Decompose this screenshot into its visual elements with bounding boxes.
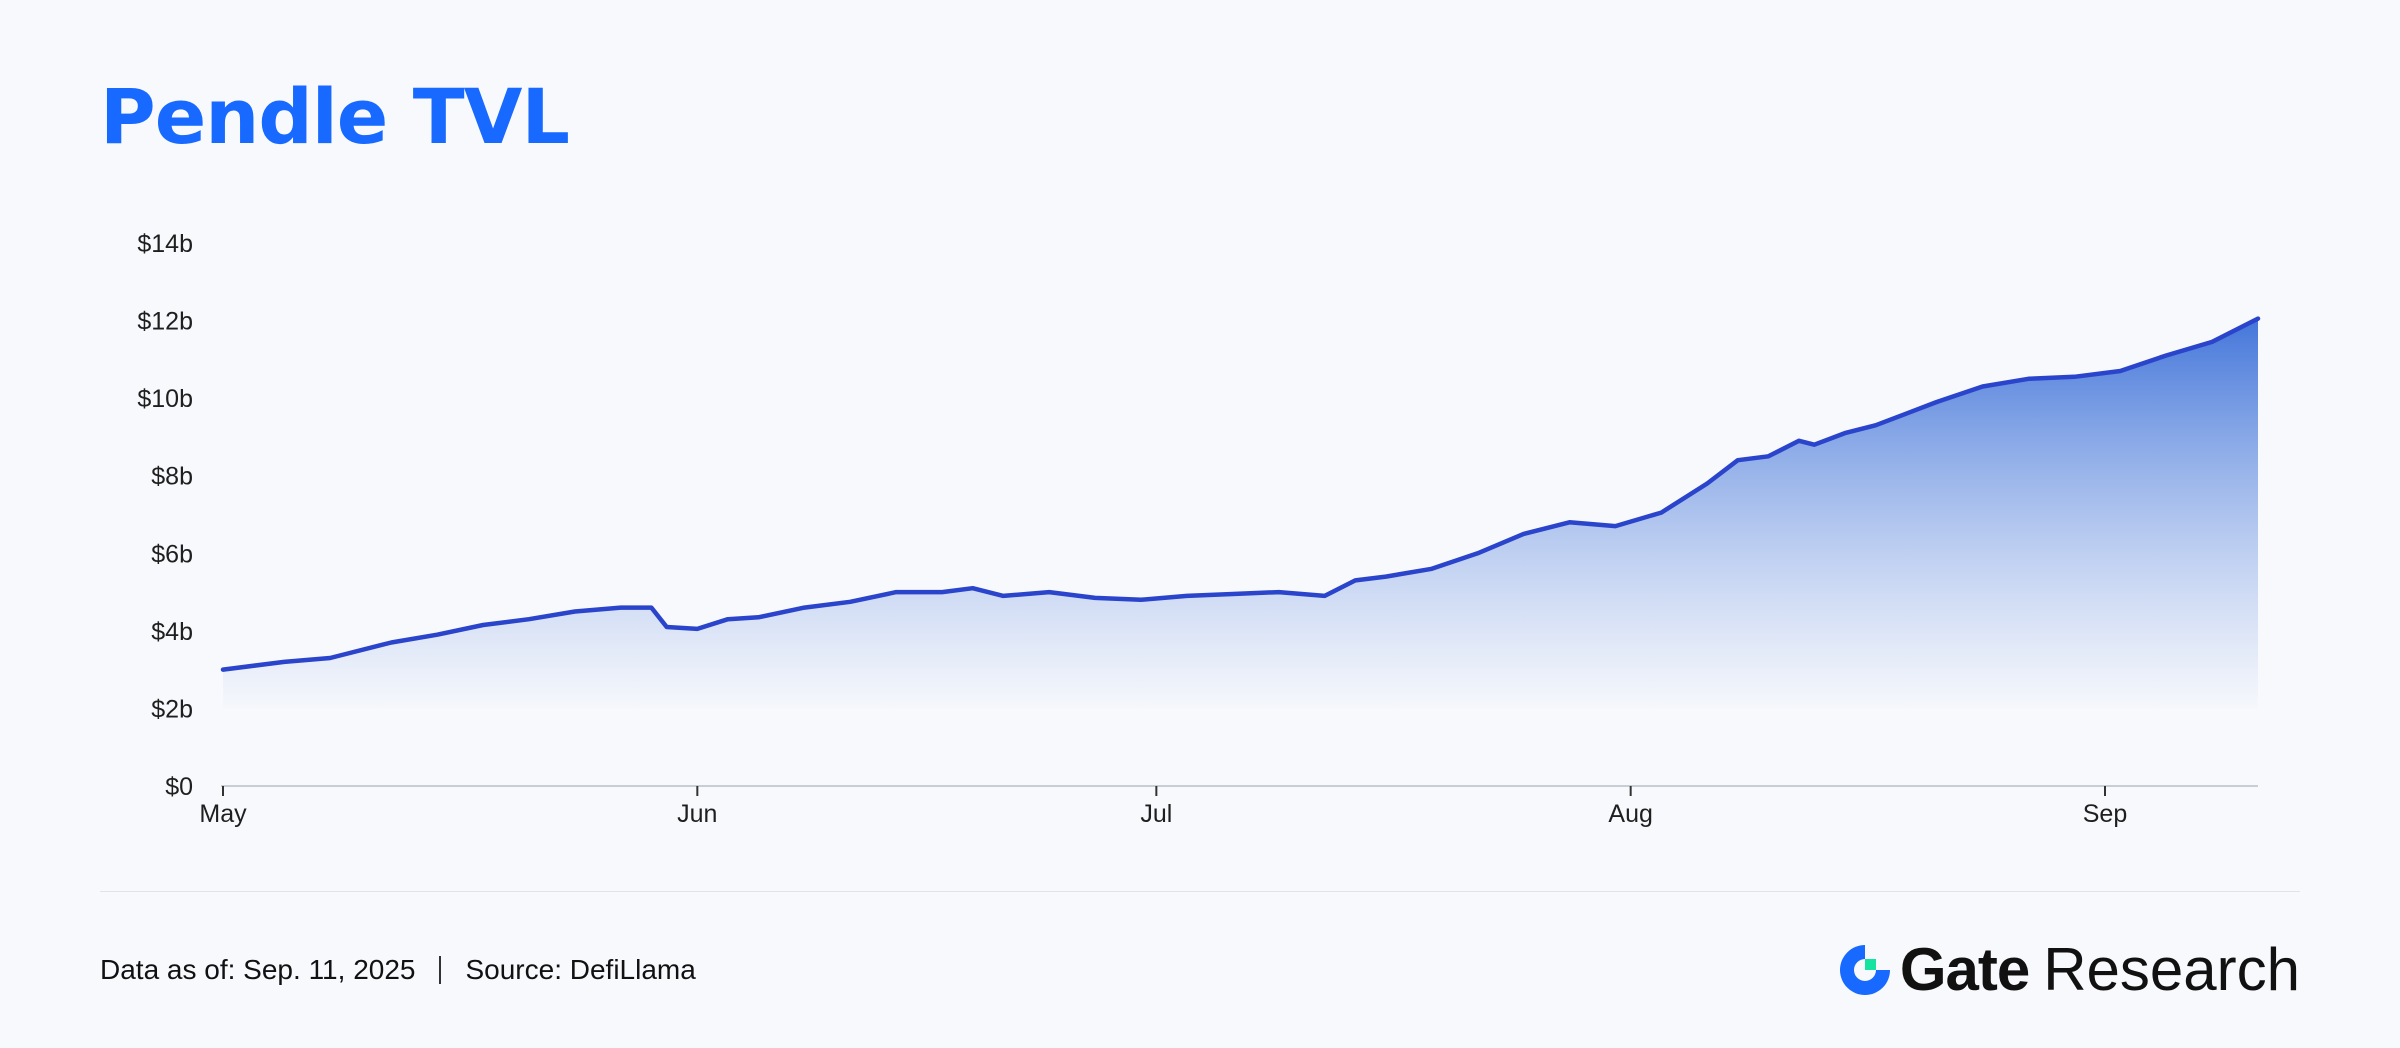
footer-meta: Data as of: Sep. 11, 2025 Source: DefiLl… (100, 954, 696, 986)
x-tick-label: Aug (1608, 800, 1652, 828)
x-tick-label: May (199, 800, 247, 828)
y-tick-label: $8b (151, 463, 193, 491)
tvl-series-line (220, 316, 2261, 672)
data-source: Source: DefiLlama (465, 954, 696, 985)
page-title: Pendle TVL (100, 72, 570, 161)
y-tick-label: $10b (137, 385, 193, 413)
y-tick-label: $4b (151, 618, 193, 646)
tvl-area-fill (223, 318, 2258, 709)
tvl-area-chart: $0 $2b $4b $6b $8b $10b $12b $14b May Jun Jul Aug S… (137, 230, 2261, 828)
gate-logo-icon (1839, 944, 1890, 995)
brand-logo-block: Gate Research (1836, 935, 2300, 1004)
y-tick-label: $12b (137, 308, 193, 336)
y-axis: $0 $2b $4b $6b $8b $10b $12b $14b (137, 230, 193, 801)
y-tick-label: $6b (151, 540, 193, 568)
x-tick-label: Sep (2083, 800, 2127, 828)
y-tick-label: $14b (137, 230, 193, 258)
footer-separator (439, 956, 442, 984)
brand-name: Gate (1899, 936, 2030, 1003)
y-tick-label: $0 (165, 773, 193, 801)
plot-area (220, 316, 2261, 709)
brand-suffix: Research (2043, 936, 2300, 1003)
data-date: Data as of: Sep. 11, 2025 (100, 954, 416, 985)
divider (100, 891, 2300, 892)
x-tick-label: Jul (1140, 800, 1172, 828)
x-axis: May Jun Jul Aug Sep (199, 785, 2258, 828)
x-tick-label: Jun (677, 800, 717, 828)
y-tick-label: $2b (151, 695, 193, 723)
